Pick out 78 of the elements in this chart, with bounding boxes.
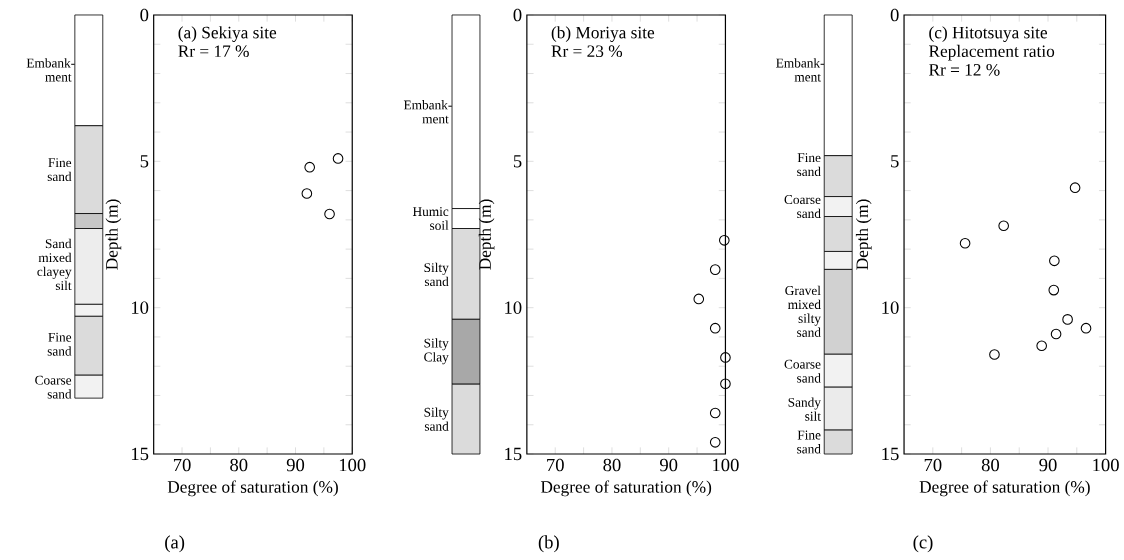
text: (a) <box>165 535 185 553</box>
point <box>1036 340 1047 352</box>
text: (b) <box>538 535 559 553</box>
y-tick-label: 10 <box>131 301 149 315</box>
point <box>959 238 971 249</box>
y-tick-label: 10 <box>505 301 522 315</box>
point <box>720 378 731 390</box>
x-tick-label: 70 <box>924 458 942 472</box>
y-tick-label: 5 <box>513 155 522 168</box>
text: Silty sand <box>424 407 449 431</box>
y-tick-label: 15 <box>131 447 149 461</box>
text: Coarse sand <box>784 195 821 219</box>
y-tick-label: 5 <box>891 155 899 168</box>
point <box>720 352 731 363</box>
point <box>709 437 721 448</box>
text: Embank-ment <box>403 100 452 124</box>
text: Replacement ratio Rr = 12 % <box>929 44 1055 76</box>
point <box>998 220 1009 232</box>
text: (a) Sekiya site <box>178 26 277 43</box>
point <box>324 208 335 220</box>
text: Gravel mixed silty sand <box>785 285 821 338</box>
point <box>1062 314 1073 325</box>
text: (c) <box>913 535 933 553</box>
y-axis-title: Depth (m) <box>855 199 872 270</box>
point <box>1069 182 1081 194</box>
x-axis-title: Degree of saturation (%) <box>540 480 712 497</box>
text: Rr = 23 % <box>551 45 623 58</box>
y-tick-label: 15 <box>882 447 899 461</box>
point <box>709 322 721 334</box>
x-tick-label: 100 <box>713 458 739 472</box>
text: Fine sand <box>797 153 821 177</box>
point <box>1048 284 1060 296</box>
x-axis-title: Degree of saturation (%) <box>167 480 338 497</box>
y-tick-label: 15 <box>505 447 522 461</box>
x-tick-label: 80 <box>230 458 248 472</box>
text: Embank-ment <box>26 58 75 82</box>
point <box>693 293 705 305</box>
x-tick-label: 70 <box>547 458 564 472</box>
point <box>989 349 1000 360</box>
point <box>332 153 344 164</box>
point <box>709 264 721 276</box>
point <box>709 407 721 419</box>
point <box>718 235 730 246</box>
text: Rr = 17 % <box>178 45 249 58</box>
x-tick-label: 70 <box>173 458 191 472</box>
x-tick-label: 90 <box>1039 458 1057 472</box>
text: Sand mixed clayey silt <box>37 238 72 291</box>
text: (b) Moriya site <box>551 26 655 43</box>
x-tick-label: 80 <box>981 458 1000 472</box>
text: Silty Clay <box>424 338 449 365</box>
text: Embank-ment <box>776 58 825 82</box>
x-tick-label: 90 <box>659 458 678 472</box>
x-tick-label: 100 <box>339 458 366 472</box>
point <box>304 161 316 173</box>
point <box>1080 322 1092 334</box>
x-tick-label: 90 <box>286 458 305 472</box>
x-tick-label: 100 <box>1093 458 1119 472</box>
text: Coarse sand <box>784 359 821 383</box>
text: Sandy silt <box>788 397 821 421</box>
text: Coarse sand <box>35 375 72 399</box>
text: Fine sand <box>797 430 821 454</box>
text: (c) Hitotsuya site <box>929 26 1048 43</box>
x-tick-label: 80 <box>603 458 621 472</box>
y-tick-label: 0 <box>140 8 149 22</box>
x-axis-title: Degree of saturation (%) <box>919 480 1090 497</box>
point <box>1050 328 1062 340</box>
point <box>301 188 313 199</box>
point <box>1049 255 1060 267</box>
y-axis-title: Depth (m) <box>478 199 495 270</box>
text: Fine sand <box>47 158 72 182</box>
y-axis-title: Depth (m) <box>105 199 122 270</box>
text: Silty sand <box>424 262 449 287</box>
text: Fine sand <box>47 332 72 356</box>
y-tick-label: 0 <box>513 8 522 22</box>
y-tick-label: 0 <box>890 8 899 22</box>
y-tick-label: 10 <box>882 301 899 315</box>
y-tick-label: 5 <box>140 155 149 168</box>
text: Humic soil <box>412 207 449 231</box>
